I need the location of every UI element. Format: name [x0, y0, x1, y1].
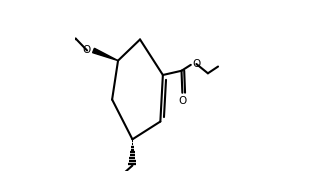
Polygon shape — [93, 48, 118, 61]
Text: O: O — [82, 45, 91, 55]
Text: O: O — [192, 59, 200, 69]
Text: O: O — [178, 96, 187, 106]
